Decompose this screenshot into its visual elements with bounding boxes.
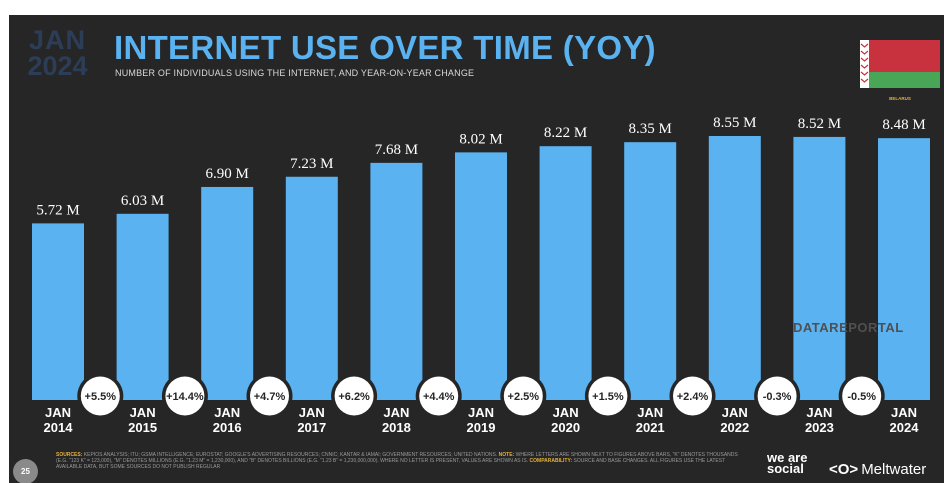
footer-sources: SOURCES: KEPIOS ANALYSIS; ITU; GSMA INTE… <box>56 452 749 470</box>
chart-title: INTERNET USE OVER TIME (YOY) <box>114 29 656 66</box>
bar-value-label: 8.55 M <box>713 115 756 131</box>
datareportal-watermark: DATAREPORTAL <box>793 320 904 335</box>
bar <box>455 152 507 400</box>
we-are-social-logo: we are social <box>767 450 808 476</box>
country-label: BELARUS <box>889 96 911 101</box>
x-tick-month: JAN <box>891 405 917 420</box>
yoy-badge <box>842 376 882 416</box>
x-tick-month: JAN <box>130 405 156 420</box>
chart-subtitle: NUMBER OF INDIVIDUALS USING THE INTERNET… <box>115 68 475 78</box>
x-tick-year: 2021 <box>636 420 665 435</box>
bar <box>624 142 677 400</box>
yoy-change-label: +14.4% <box>166 391 204 403</box>
x-tick-month: JAN <box>553 405 579 420</box>
slide-panel: JAN 2024 INTERNET USE OVER TIME (YOY) NU… <box>9 15 944 483</box>
x-tick-year: 2017 <box>297 420 326 435</box>
bar <box>285 176 338 400</box>
bar-value-label: 8.02 M <box>459 131 502 147</box>
bar-value-label: 6.03 M <box>121 193 164 209</box>
x-tick-month: JAN <box>722 405 748 420</box>
x-tick-year: 2019 <box>467 420 496 435</box>
bar-value-label: 7.68 M <box>375 142 418 158</box>
yoy-badge <box>503 376 543 416</box>
yoy-change-label: +1.5% <box>592 391 624 403</box>
yoy-badge <box>165 376 205 416</box>
sources-text: KEPIOS ANALYSIS; ITU; GSMA INTELLIGENCE;… <box>83 452 498 458</box>
bar-value-label: 8.35 M <box>629 121 672 137</box>
x-tick-month: JAN <box>45 405 71 420</box>
yoy-badge <box>419 376 459 416</box>
yoy-badge <box>673 376 712 416</box>
meltwater-mark-icon: <O> <box>829 461 859 478</box>
bar <box>201 186 254 400</box>
comparability-key: COMPARABILITY: <box>529 458 573 464</box>
bar-value-label: 6.90 M <box>206 166 249 182</box>
x-tick-month: JAN <box>214 405 240 420</box>
x-tick-year: 2024 <box>890 420 920 435</box>
bar <box>32 223 84 400</box>
badge-month: JAN <box>28 25 86 55</box>
bar <box>708 136 761 400</box>
yoy-change-label: +4.7% <box>254 391 286 403</box>
yoy-change-label: +6.2% <box>338 391 370 403</box>
x-tick-month: JAN <box>468 405 494 420</box>
meltwater-wordmark: Meltwater <box>861 461 927 478</box>
x-tick-month: JAN <box>806 405 832 420</box>
bar-value-label: 7.23 M <box>290 156 333 172</box>
x-tick-month: JAN <box>299 405 325 420</box>
x-tick-year: 2014 <box>44 420 74 435</box>
yoy-change-label: -0.3% <box>763 391 792 403</box>
bar <box>370 162 423 400</box>
meltwater-logo: <O> Meltwater <box>829 461 926 478</box>
bar <box>116 213 169 400</box>
bar <box>878 138 930 400</box>
yoy-badge <box>588 376 628 416</box>
date-badge: JAN 2024 <box>21 25 94 81</box>
x-tick-month: JAN <box>383 405 409 420</box>
bar-value-label: 8.22 M <box>544 125 587 141</box>
belarus-flag-icon <box>860 40 940 88</box>
x-tick-year: 2016 <box>213 420 242 435</box>
bar <box>793 136 846 400</box>
badge-year: 2024 <box>27 51 88 81</box>
yoy-change-label: +5.5% <box>85 391 117 403</box>
yoy-change-label: -0.5% <box>847 391 876 403</box>
bar <box>539 146 592 400</box>
note-text: WHERE LETTERS ARE SHOWN NEXT TO FIGURES … <box>56 452 738 464</box>
yoy-badge <box>250 376 289 416</box>
bar-value-label: 8.48 M <box>882 117 925 133</box>
sources-key: SOURCES: <box>56 452 83 458</box>
yoy-badge <box>334 376 374 416</box>
yoy-change-label: +4.4% <box>423 391 455 403</box>
yoy-badge <box>757 376 797 416</box>
yoy-badge <box>80 376 120 416</box>
x-tick-year: 2022 <box>720 420 749 435</box>
x-tick-year: 2023 <box>805 420 834 435</box>
yoy-change-label: +2.5% <box>508 391 540 403</box>
x-tick-year: 2018 <box>382 420 411 435</box>
x-tick-month: JAN <box>637 405 663 420</box>
x-tick-year: 2015 <box>128 420 157 435</box>
yoy-change-label: +2.4% <box>677 391 709 403</box>
comparability-text: SOURCE AND BASE CHANGES. ALL FIGURES USE… <box>56 458 726 470</box>
page-number: 25 <box>13 459 38 483</box>
x-tick-year: 2020 <box>551 420 580 435</box>
bar-value-label: 5.72 M <box>36 202 79 218</box>
bar-value-label: 8.52 M <box>798 116 841 132</box>
note-key: NOTE: <box>498 452 515 458</box>
